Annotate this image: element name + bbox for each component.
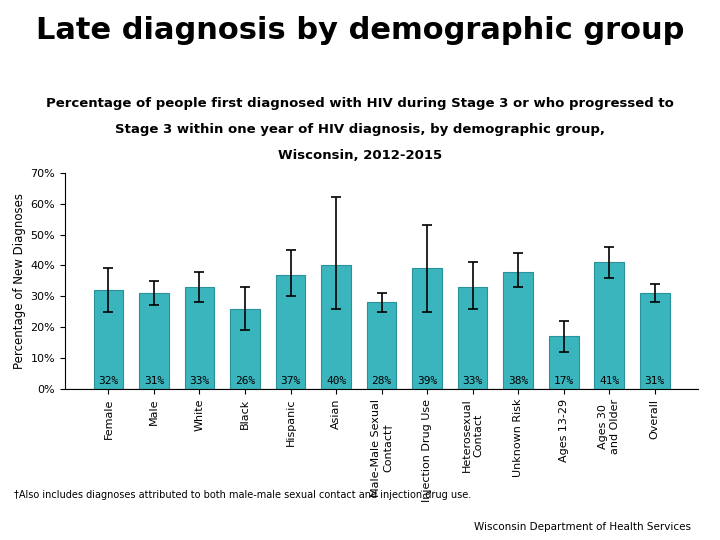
Bar [549,336,579,389]
Text: 28%: 28% [372,376,392,386]
Bar [595,262,624,389]
Text: 33%: 33% [462,376,483,386]
Bar [321,265,351,389]
Text: 40%: 40% [326,376,346,386]
Text: 32%: 32% [98,376,119,386]
Text: Late diagnosis by demographic group: Late diagnosis by demographic group [36,16,684,45]
Bar [276,275,305,389]
Y-axis label: Percentage of New Diagnoses: Percentage of New Diagnoses [13,193,26,369]
Bar [458,287,487,389]
Text: 41%: 41% [599,376,619,386]
Bar [413,268,442,389]
Bar [94,290,123,389]
Text: Stage 3 within one year of HIV diagnosis, by demographic group,: Stage 3 within one year of HIV diagnosis… [115,123,605,136]
Text: 33%: 33% [189,376,210,386]
Text: 39%: 39% [417,376,437,386]
Text: 38%: 38% [508,376,528,386]
Text: Wisconsin Department of Health Services: Wisconsin Department of Health Services [474,522,691,532]
Bar [503,272,533,389]
Bar [230,308,260,389]
Text: 17%: 17% [554,376,574,386]
Text: Wisconsin, 2012-2015: Wisconsin, 2012-2015 [278,149,442,162]
Bar [184,287,215,389]
Bar [139,293,168,389]
Text: 31%: 31% [144,376,164,386]
Text: 31%: 31% [644,376,665,386]
Text: 37%: 37% [280,376,301,386]
Bar [640,293,670,389]
Bar [366,302,397,389]
Text: 26%: 26% [235,376,255,386]
Text: †Also includes diagnoses attributed to both male-male sexual contact and injecti: †Also includes diagnoses attributed to b… [14,489,472,500]
Text: Percentage of people first diagnosed with HIV during Stage 3 or who progressed t: Percentage of people first diagnosed wit… [46,97,674,110]
